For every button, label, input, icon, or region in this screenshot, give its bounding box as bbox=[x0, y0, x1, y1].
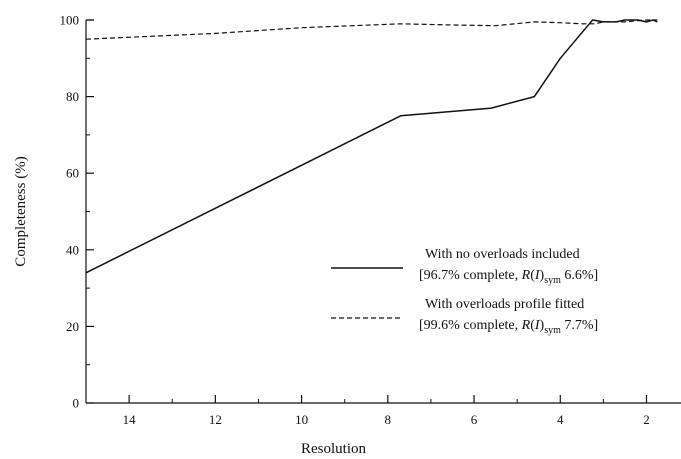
series-line-solid bbox=[85, 19, 658, 274]
x-tick-label-4: 4 bbox=[557, 412, 564, 427]
x-tick-label-12: 12 bbox=[209, 412, 222, 427]
series-line-dashed bbox=[85, 19, 658, 40]
legend-note-solid: [96.7% complete, R(I)sym 6.6%] bbox=[419, 268, 598, 286]
legend-item-solid: With no overloads included [96.7% comple… bbox=[331, 247, 598, 286]
y-tick-label-100: 100 bbox=[60, 13, 80, 28]
x-tick-label-2: 2 bbox=[643, 412, 650, 427]
axes bbox=[85, 19, 681, 404]
x-tick-label-6: 6 bbox=[471, 412, 478, 427]
legend: With no overloads included [96.7% comple… bbox=[331, 247, 598, 336]
series-group bbox=[85, 19, 658, 274]
legend-note-dashed: [99.6% complete, R(I)sym 7.7%] bbox=[419, 318, 598, 336]
x-tick-label-8: 8 bbox=[385, 412, 392, 427]
x-axis-title: Resolution bbox=[301, 441, 367, 457]
y-tick-label-20: 20 bbox=[66, 319, 79, 334]
y-axis-title: Completeness (%) bbox=[13, 156, 29, 266]
y-tick-label-40: 40 bbox=[66, 242, 79, 257]
x-tick-label-10: 10 bbox=[295, 412, 308, 427]
legend-label-solid: With no overloads included bbox=[425, 247, 580, 262]
x-tick-label-14: 14 bbox=[123, 412, 137, 427]
y-tick-label-60: 60 bbox=[66, 166, 79, 181]
legend-item-dashed: With overloads profile fitted [99.6% com… bbox=[331, 297, 598, 336]
legend-label-dashed: With overloads profile fitted bbox=[425, 297, 584, 312]
y-tick-label-0: 0 bbox=[73, 396, 80, 411]
y-tick-label-80: 80 bbox=[66, 89, 79, 104]
